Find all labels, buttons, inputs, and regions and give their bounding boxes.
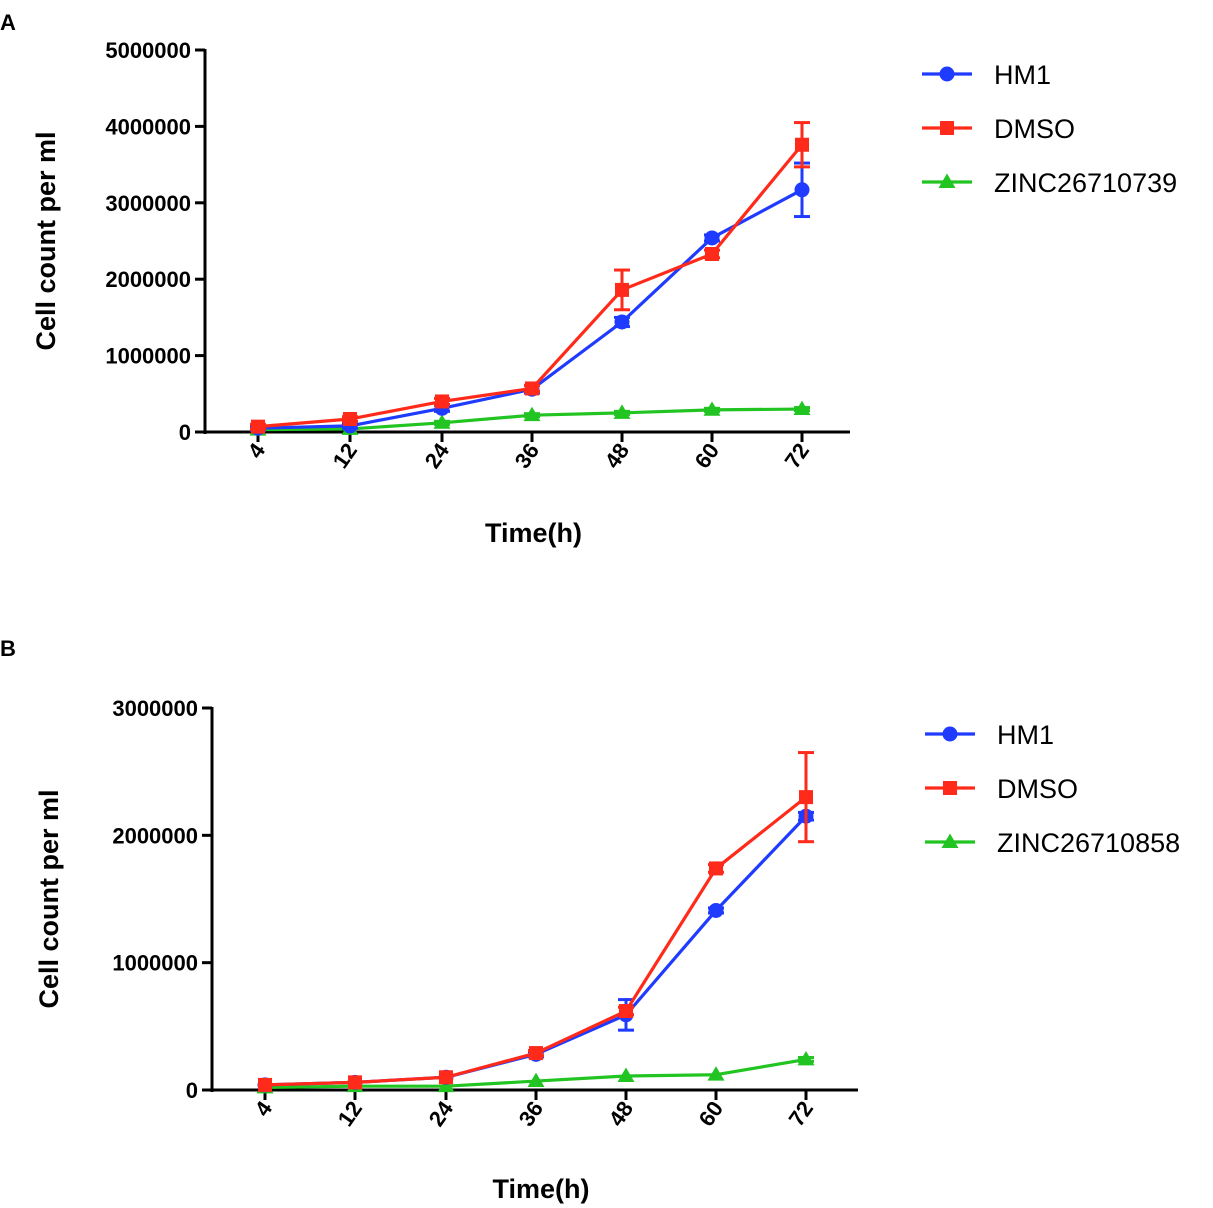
data-point: [799, 790, 813, 805]
y-tick-label: 1000000: [112, 951, 198, 976]
x-tick-label: 60: [690, 439, 725, 473]
x-axis-title: Time(h): [492, 1174, 589, 1204]
legend-label: HM1: [997, 720, 1054, 750]
y-tick-label: 3000000: [105, 191, 191, 216]
data-point: [707, 1066, 725, 1081]
legend-item: ZINC26710858: [925, 828, 1180, 858]
series-line: [264, 795, 807, 1087]
data-point: [437, 1077, 455, 1093]
y-tick-label: 0: [179, 420, 191, 445]
data-point: [705, 246, 719, 261]
series-dmso: [258, 751, 814, 1092]
data-point: [439, 1070, 453, 1085]
legend-item: DMSO: [925, 774, 1078, 804]
y-tick-label: 5000000: [105, 38, 191, 63]
data-point: [614, 314, 630, 330]
legend-label: DMSO: [997, 774, 1078, 804]
x-tick-label: 12: [328, 439, 363, 473]
y-tick-label: 4000000: [105, 114, 191, 139]
x-tick-label: 24: [420, 438, 455, 473]
legend-item: DMSO: [922, 114, 1075, 144]
legend-marker: [943, 781, 957, 795]
y-tick-label: 0: [186, 1078, 198, 1103]
data-point: [619, 1004, 633, 1019]
x-tick-label: 72: [784, 1097, 819, 1131]
panel-label: B: [0, 636, 16, 661]
x-tick-label: 48: [604, 1097, 639, 1131]
legend-marker: [942, 726, 958, 742]
legend-marker: [939, 66, 955, 82]
data-point: [433, 414, 451, 429]
data-point: [709, 861, 723, 876]
series-zinc26710739: [249, 400, 811, 436]
legend-label: HM1: [994, 60, 1051, 90]
legend-item: ZINC26710739: [922, 168, 1177, 198]
series-line: [264, 815, 808, 1087]
data-point: [708, 902, 724, 918]
x-tick-label: 60: [694, 1097, 729, 1131]
series-dmso: [250, 121, 810, 434]
data-point: [525, 381, 539, 396]
data-point: [343, 412, 357, 427]
x-tick-label: 12: [333, 1097, 368, 1131]
data-point: [613, 404, 631, 419]
y-axis-title: Cell count per ml: [31, 131, 61, 350]
legend-marker: [940, 121, 954, 135]
legend-item: HM1: [922, 60, 1051, 90]
data-point: [435, 394, 449, 409]
legend-label: DMSO: [994, 114, 1075, 144]
x-tick-label: 24: [424, 1096, 459, 1131]
data-point: [704, 230, 720, 246]
data-point: [617, 1067, 635, 1082]
y-tick-label: 2000000: [105, 267, 191, 292]
legend-label: ZINC26710739: [994, 168, 1177, 198]
data-point: [527, 1072, 545, 1088]
x-tick-label: 36: [514, 1097, 549, 1131]
data-point: [797, 1050, 815, 1066]
legend-label: ZINC26710858: [997, 828, 1180, 858]
legend-item: HM1: [925, 720, 1054, 750]
panel-label: A: [0, 10, 16, 35]
data-point: [703, 401, 721, 416]
y-axis-title: Cell count per ml: [34, 789, 64, 1008]
data-point: [523, 406, 541, 422]
data-point: [793, 400, 811, 416]
y-tick-label: 2000000: [112, 823, 198, 848]
data-point: [258, 1077, 272, 1092]
data-point: [529, 1046, 543, 1061]
legend-marker: [941, 833, 959, 848]
y-tick-label: 1000000: [105, 344, 191, 369]
x-tick-label: 36: [510, 439, 545, 473]
y-tick-label: 3000000: [112, 696, 198, 721]
data-point: [615, 282, 629, 297]
data-point: [794, 182, 810, 198]
x-tick-label: 72: [780, 439, 815, 473]
data-point: [251, 419, 265, 434]
legend-marker: [938, 173, 956, 188]
x-tick-label: 48: [600, 439, 635, 473]
x-axis-title: Time(h): [485, 518, 582, 548]
data-point: [348, 1075, 362, 1090]
data-point: [795, 137, 809, 152]
